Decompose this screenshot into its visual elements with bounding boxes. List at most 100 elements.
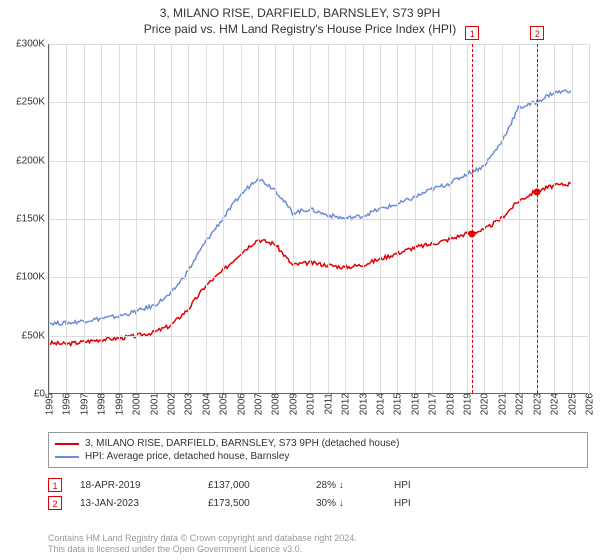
gridline-v [502, 44, 503, 393]
gridline-v [223, 44, 224, 393]
gridline-v [589, 44, 590, 393]
gridline-v [258, 44, 259, 393]
gridline-v [572, 44, 573, 393]
x-axis-label: 1997 [77, 393, 90, 415]
legend-box: 3, MILANO RISE, DARFIELD, BARNSLEY, S73 … [48, 432, 588, 468]
x-axis-label: 2018 [443, 393, 456, 415]
transaction-point [534, 188, 541, 195]
gridline-h [49, 277, 588, 278]
gridline-v [310, 44, 311, 393]
x-axis-label: 1998 [95, 393, 108, 415]
transaction-date: 18-APR-2019 [80, 480, 190, 491]
transaction-point [469, 231, 476, 238]
transaction-delta: 28% ↓ [316, 480, 376, 491]
x-axis-label: 2026 [583, 393, 596, 415]
x-axis-label: 2001 [147, 393, 160, 415]
transaction-date: 13-JAN-2023 [80, 498, 190, 509]
chart-plot-area: £0£50K£100K£150K£200K£250K£300K199519961… [48, 44, 588, 394]
x-axis-label: 2002 [164, 393, 177, 415]
title-block: 3, MILANO RISE, DARFIELD, BARNSLEY, S73 … [0, 0, 600, 36]
y-axis-label: £300K [16, 39, 49, 50]
marker-badge: 1 [465, 26, 479, 40]
x-axis-label: 2007 [252, 393, 265, 415]
x-axis-label: 2025 [565, 393, 578, 415]
gridline-v [154, 44, 155, 393]
gridline-h [49, 336, 588, 337]
gridline-v [66, 44, 67, 393]
chart-title-line2: Price paid vs. HM Land Registry's House … [0, 22, 600, 36]
gridline-v [484, 44, 485, 393]
gridline-v [519, 44, 520, 393]
footer-line1: Contains HM Land Registry data © Crown c… [48, 533, 357, 545]
legend-label: 3, MILANO RISE, DARFIELD, BARNSLEY, S73 … [85, 438, 399, 449]
transaction-badge: 2 [48, 496, 62, 510]
gridline-v [554, 44, 555, 393]
x-axis-label: 2017 [426, 393, 439, 415]
legend-swatch [55, 443, 79, 445]
x-axis-label: 2022 [513, 393, 526, 415]
x-axis-label: 2013 [356, 393, 369, 415]
transaction-hpi-label: HPI [394, 480, 411, 491]
gridline-v [188, 44, 189, 393]
gridline-h [49, 219, 588, 220]
gridline-v [206, 44, 207, 393]
transaction-hpi-label: HPI [394, 498, 411, 509]
x-axis-label: 2005 [217, 393, 230, 415]
gridline-v [380, 44, 381, 393]
chart-container: 3, MILANO RISE, DARFIELD, BARNSLEY, S73 … [0, 0, 600, 560]
footer-attribution: Contains HM Land Registry data © Crown c… [48, 533, 357, 556]
x-axis-label: 2020 [478, 393, 491, 415]
x-axis-label: 1996 [60, 393, 73, 415]
x-axis-label: 2006 [234, 393, 247, 415]
transaction-delta: 30% ↓ [316, 498, 376, 509]
gridline-h [49, 44, 588, 45]
x-axis-label: 2021 [495, 393, 508, 415]
gridline-v [450, 44, 451, 393]
legend-swatch [55, 456, 79, 458]
x-axis-label: 2024 [548, 393, 561, 415]
marker-badge: 2 [530, 26, 544, 40]
x-axis-label: 1999 [112, 393, 125, 415]
gridline-h [49, 102, 588, 103]
gridline-v [101, 44, 102, 393]
x-axis-label: 2019 [461, 393, 474, 415]
x-axis-label: 2012 [339, 393, 352, 415]
x-axis-label: 2023 [530, 393, 543, 415]
gridline-v [49, 44, 50, 393]
y-axis-label: £200K [16, 155, 49, 166]
transaction-price: £173,500 [208, 498, 298, 509]
gridline-v [171, 44, 172, 393]
x-axis-label: 2009 [286, 393, 299, 415]
y-axis-label: £250K [16, 97, 49, 108]
footer-line2: This data is licensed under the Open Gov… [48, 544, 357, 556]
gridline-v [415, 44, 416, 393]
x-axis-label: 2011 [321, 393, 334, 415]
x-axis-label: 1995 [43, 393, 56, 415]
gridline-v [241, 44, 242, 393]
gridline-v [328, 44, 329, 393]
gridline-v [467, 44, 468, 393]
legend-item: 3, MILANO RISE, DARFIELD, BARNSLEY, S73 … [55, 437, 581, 450]
gridline-v [119, 44, 120, 393]
x-axis-label: 2004 [199, 393, 212, 415]
gridline-v [363, 44, 364, 393]
transaction-price: £137,000 [208, 480, 298, 491]
gridline-v [84, 44, 85, 393]
transaction-row: 2 13-JAN-2023 £173,500 30% ↓ HPI [48, 494, 588, 512]
marker-line [472, 44, 473, 393]
transaction-badge: 1 [48, 478, 62, 492]
gridline-h [49, 161, 588, 162]
x-axis-label: 2000 [130, 393, 143, 415]
y-axis-label: £150K [16, 214, 49, 225]
x-axis-label: 2003 [182, 393, 195, 415]
gridline-v [432, 44, 433, 393]
gridline-v [397, 44, 398, 393]
x-axis-label: 2014 [373, 393, 386, 415]
y-axis-label: £50K [22, 330, 49, 341]
gridline-v [345, 44, 346, 393]
marker-line [537, 44, 538, 393]
x-axis-label: 2008 [269, 393, 282, 415]
transactions-table: 1 18-APR-2019 £137,000 28% ↓ HPI 2 13-JA… [48, 476, 588, 512]
x-axis-label: 2016 [408, 393, 421, 415]
gridline-v [293, 44, 294, 393]
